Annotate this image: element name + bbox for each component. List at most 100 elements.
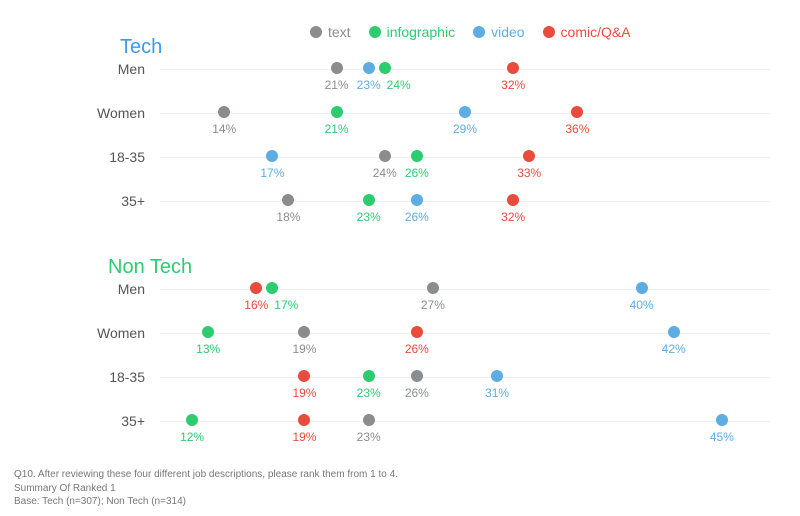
legend-label: video xyxy=(491,24,524,40)
data-row: 35+ xyxy=(80,200,770,201)
data-point-label: 32% xyxy=(501,210,525,224)
data-point-label: 16% xyxy=(244,298,268,312)
data-point-label: 14% xyxy=(212,122,236,136)
data-point xyxy=(507,194,519,206)
data-point-label: 21% xyxy=(325,122,349,136)
data-point-label: 45% xyxy=(710,430,734,444)
data-point xyxy=(363,194,375,206)
legend-item-comic: comic/Q&A xyxy=(543,24,631,40)
data-point-label: 13% xyxy=(196,342,220,356)
data-point-label: 18% xyxy=(276,210,300,224)
data-point xyxy=(298,414,310,426)
data-point xyxy=(427,282,439,294)
data-point xyxy=(411,370,423,382)
data-row: 18-35 xyxy=(80,376,770,377)
data-point xyxy=(331,62,343,74)
data-point xyxy=(331,106,343,118)
gridline xyxy=(160,201,770,202)
row-label: 35+ xyxy=(80,413,145,429)
row-label: Men xyxy=(80,61,145,77)
data-point xyxy=(218,106,230,118)
data-row: Women xyxy=(80,112,770,113)
data-point-label: 23% xyxy=(357,386,381,400)
data-point xyxy=(523,150,535,162)
data-point-label: 40% xyxy=(630,298,654,312)
data-point xyxy=(491,370,503,382)
data-point xyxy=(363,414,375,426)
data-point xyxy=(363,370,375,382)
infographic-icon xyxy=(369,26,381,38)
data-point-label: 42% xyxy=(662,342,686,356)
data-point-label: 26% xyxy=(405,342,429,356)
legend-item-text: text xyxy=(310,24,351,40)
section-title-nontech: Non Tech xyxy=(108,256,192,279)
data-row: Men xyxy=(80,68,770,69)
data-point xyxy=(636,282,648,294)
comic-icon xyxy=(543,26,555,38)
data-point-label: 26% xyxy=(405,210,429,224)
data-point xyxy=(459,106,471,118)
data-point-label: 17% xyxy=(274,298,298,312)
data-point xyxy=(266,150,278,162)
data-point xyxy=(298,326,310,338)
legend-label: comic/Q&A xyxy=(561,24,631,40)
data-point xyxy=(186,414,198,426)
data-point xyxy=(379,62,391,74)
data-point xyxy=(571,106,583,118)
footnote: Q10. After reviewing these four differen… xyxy=(14,468,398,509)
data-point xyxy=(716,414,728,426)
data-point-label: 26% xyxy=(405,386,429,400)
footnote-line: Summary Of Ranked 1 xyxy=(14,482,398,496)
data-point xyxy=(379,150,391,162)
data-point xyxy=(202,326,214,338)
data-point-label: 19% xyxy=(292,342,316,356)
legend-item-video: video xyxy=(473,24,524,40)
footnote-line: Base: Tech (n=307); Non Tech (n=314) xyxy=(14,495,398,509)
data-point xyxy=(411,150,423,162)
gridline xyxy=(160,421,770,422)
data-row: Women xyxy=(80,332,770,333)
chart-container: text infographic video comic/Q&A Tech No… xyxy=(0,0,800,516)
gridline xyxy=(160,157,770,158)
data-point-label: 19% xyxy=(292,430,316,444)
data-point-label: 31% xyxy=(485,386,509,400)
data-point xyxy=(507,62,519,74)
video-icon xyxy=(473,26,485,38)
data-point-label: 23% xyxy=(357,210,381,224)
data-point xyxy=(282,194,294,206)
data-point-label: 21% xyxy=(325,78,349,92)
data-point xyxy=(250,282,262,294)
row-label: 18-35 xyxy=(80,369,145,385)
data-point xyxy=(363,62,375,74)
row-label: 35+ xyxy=(80,193,145,209)
gridline xyxy=(160,69,770,70)
row-label: Women xyxy=(80,105,145,121)
data-point-label: 12% xyxy=(180,430,204,444)
row-label: 18-35 xyxy=(80,149,145,165)
data-point-label: 32% xyxy=(501,78,525,92)
data-row: Men xyxy=(80,288,770,289)
data-point xyxy=(266,282,278,294)
data-point-label: 27% xyxy=(421,298,445,312)
footnote-line: Q10. After reviewing these four differen… xyxy=(14,468,398,482)
section-title-tech: Tech xyxy=(120,36,162,59)
data-point-label: 26% xyxy=(405,166,429,180)
gridline xyxy=(160,377,770,378)
data-point-label: 36% xyxy=(565,122,589,136)
data-point xyxy=(668,326,680,338)
data-point-label: 23% xyxy=(357,430,381,444)
data-point xyxy=(298,370,310,382)
data-point xyxy=(411,194,423,206)
text-icon xyxy=(310,26,322,38)
data-point xyxy=(411,326,423,338)
data-point-label: 24% xyxy=(387,78,411,92)
data-point-label: 19% xyxy=(292,386,316,400)
legend-label: text xyxy=(328,24,351,40)
data-point-label: 29% xyxy=(453,122,477,136)
data-point-label: 24% xyxy=(373,166,397,180)
data-point-label: 17% xyxy=(260,166,284,180)
data-row: 35+ xyxy=(80,420,770,421)
legend-label: infographic xyxy=(387,24,456,40)
data-point-label: 23% xyxy=(357,78,381,92)
data-point-label: 33% xyxy=(517,166,541,180)
